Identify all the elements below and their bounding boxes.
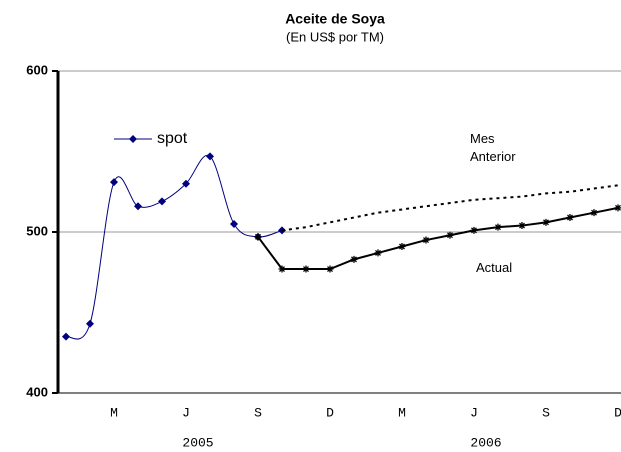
point-marker <box>206 152 214 161</box>
point-marker <box>350 255 358 263</box>
legend-label: spot <box>157 130 188 147</box>
point-marker <box>62 332 70 341</box>
point-marker <box>302 265 310 273</box>
series-line <box>257 206 619 271</box>
point-marker <box>230 219 238 228</box>
x-tick-label: S <box>542 405 550 420</box>
y-tick-label: 400 <box>26 384 48 399</box>
x-tick-label: S <box>254 405 262 420</box>
series-line <box>281 184 619 232</box>
point-marker <box>494 223 502 231</box>
point-marker <box>254 233 262 241</box>
y-tick-label: 600 <box>26 62 48 77</box>
year-label: 2006 <box>470 435 501 450</box>
series-annotation: Mes Anterior <box>470 131 516 164</box>
x-tick-label: M <box>398 405 406 420</box>
x-tick-label: D <box>614 405 621 420</box>
point-marker <box>398 242 406 250</box>
x-tick-label: J <box>470 405 478 420</box>
point-marker <box>470 226 478 234</box>
y-tick-label: 500 <box>26 223 48 238</box>
point-marker <box>374 249 382 257</box>
point-marker <box>446 231 454 239</box>
point-marker <box>614 204 621 212</box>
chart-subtitle: (En US$ por TM) <box>286 29 384 44</box>
point-marker <box>422 236 430 244</box>
legend-marker <box>129 135 137 143</box>
point-marker <box>590 209 598 217</box>
point-marker <box>182 179 190 188</box>
point-marker <box>158 197 166 206</box>
point-marker <box>110 178 118 187</box>
point-marker <box>566 214 574 222</box>
point-marker <box>542 218 550 226</box>
point-marker <box>86 319 94 328</box>
point-marker <box>278 265 286 273</box>
x-tick-label: M <box>110 405 118 420</box>
chart-title: Aceite de Soya <box>285 11 385 27</box>
point-marker <box>326 265 334 273</box>
point-marker <box>134 202 142 211</box>
year-label: 2005 <box>182 435 213 450</box>
x-tick-label: D <box>326 405 334 420</box>
point-marker <box>518 222 526 230</box>
series-annotation: Actual <box>476 260 513 275</box>
series-line <box>65 154 283 340</box>
x-tick-label: J <box>182 405 190 420</box>
